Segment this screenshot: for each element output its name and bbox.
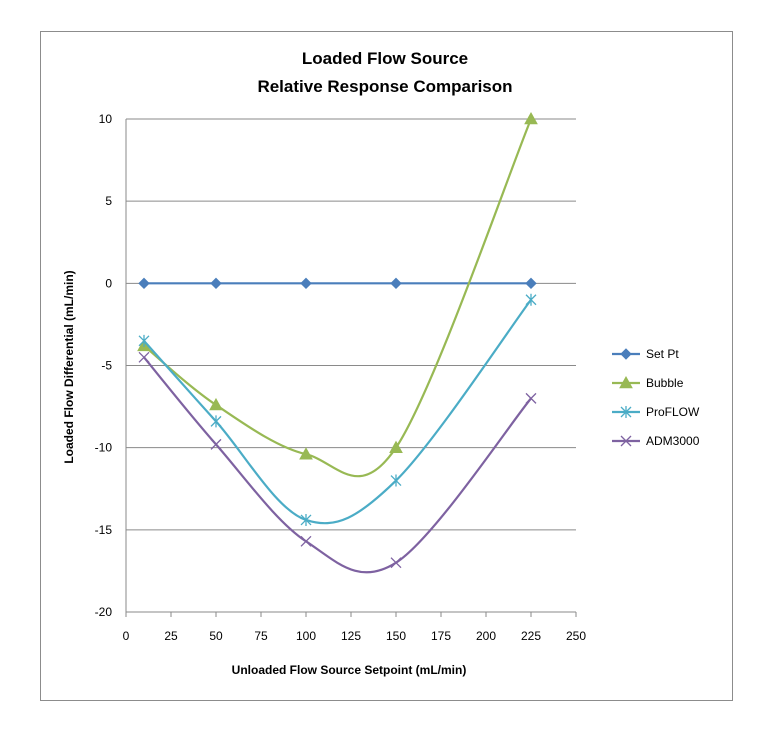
legend-label-adm3000: ADM3000 — [646, 434, 700, 448]
legend: Set Pt Bubble ProFLOW ADM3000 — [612, 347, 700, 448]
y-tick-label: 10 — [99, 112, 113, 126]
x-tick-label: 100 — [296, 629, 316, 643]
data-point-adm3000 — [390, 557, 402, 569]
series-line-bubble — [143, 118, 533, 478]
legend-marker-adm3000 — [620, 435, 632, 447]
data-point-proflow — [390, 474, 402, 487]
data-point-set-pt — [525, 277, 537, 290]
data-point-proflow — [525, 293, 537, 306]
series-layer — [137, 111, 538, 574]
legend-marker-bubble — [619, 375, 633, 389]
y-axis-title: Loaded Flow Differential (mL/min) — [62, 270, 76, 463]
legend-marker-set-pt — [620, 348, 632, 360]
chart-subtitle: Relative Response Comparison — [257, 77, 512, 96]
legend-label-set-pt: Set Pt — [646, 347, 679, 361]
x-tick-label: 250 — [566, 629, 586, 643]
y-tick-label: -15 — [95, 523, 113, 537]
data-point-bubble — [389, 440, 403, 453]
x-tick-label: 150 — [386, 629, 406, 643]
data-point-adm3000 — [300, 535, 312, 547]
data-point-adm3000 — [138, 351, 150, 363]
legend-label-bubble: Bubble — [646, 376, 684, 390]
legend-label-proflow: ProFLOW — [646, 405, 700, 419]
y-tick-label: -20 — [95, 605, 113, 619]
data-point-adm3000 — [525, 392, 537, 404]
data-point-set-pt — [138, 277, 150, 290]
data-point-bubble — [299, 447, 313, 460]
data-point-bubble — [209, 397, 223, 411]
x-tick-label: 225 — [521, 629, 541, 643]
x-tick-label: 50 — [209, 629, 223, 643]
data-point-proflow — [210, 415, 222, 428]
legend-marker-proflow — [620, 406, 632, 418]
gridlines — [126, 118, 576, 613]
data-point-set-pt — [210, 277, 222, 290]
data-point-set-pt — [300, 277, 312, 290]
x-tick-label: 125 — [341, 629, 361, 643]
data-point-bubble — [524, 111, 538, 125]
y-tick-label: -5 — [101, 359, 112, 373]
data-point-proflow — [300, 513, 312, 526]
x-tick-label: 25 — [164, 629, 178, 643]
x-tick-label: 75 — [254, 629, 268, 643]
data-point-set-pt — [390, 277, 402, 290]
x-tick-label: 175 — [431, 629, 451, 643]
x-axis-title: Unloaded Flow Source Setpoint (mL/min) — [232, 663, 467, 677]
data-point-proflow — [138, 334, 150, 347]
x-tick-label: 0 — [123, 629, 130, 643]
series-line-proflow — [143, 299, 532, 525]
data-point-adm3000 — [210, 438, 222, 450]
x-tick-label: 200 — [476, 629, 496, 643]
y-tick-label: 0 — [105, 276, 112, 290]
series-line-adm3000 — [143, 356, 532, 574]
y-tick-label: 5 — [105, 194, 112, 208]
chart-title: Loaded Flow Source — [302, 49, 468, 68]
y-tick-label: -10 — [95, 441, 113, 455]
